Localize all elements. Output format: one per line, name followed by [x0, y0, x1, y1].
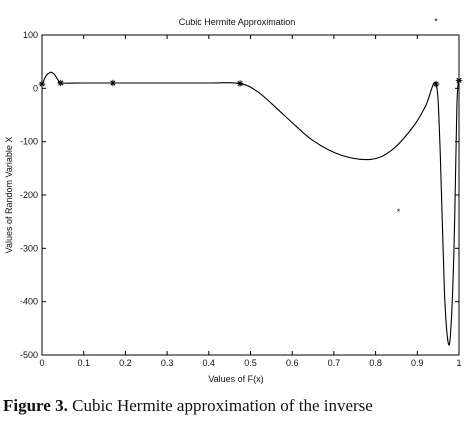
marker-stroke: [39, 81, 45, 87]
axis-ticks: [41, 34, 460, 356]
y-tick-label: -200: [20, 190, 38, 200]
caption-text: Cubic Hermite approximation of the inver…: [67, 396, 373, 415]
x-tick-label: 0.5: [244, 358, 257, 368]
annotation-mark: *: [434, 17, 438, 27]
data-marker: [236, 80, 244, 87]
y-tick-label: 0: [33, 83, 38, 93]
marker-stroke: [433, 81, 439, 87]
data-line: [41, 71, 460, 346]
marker-stroke: [110, 80, 116, 86]
marker-stroke: [456, 77, 462, 83]
chart-title: Cubic Hermite Approximation: [179, 17, 296, 27]
x-tick-label: 0: [39, 358, 44, 368]
figure-caption: Figure 3. Cubic Hermite approximation of…: [3, 396, 473, 416]
caption-label: Figure 3.: [3, 396, 68, 415]
y-tick-label: -400: [20, 297, 38, 307]
y-tick-label: 100: [23, 30, 38, 40]
x-axis-label: Values of F(x): [208, 374, 263, 384]
x-tick-label: 0.1: [77, 358, 90, 368]
y-tick-label: -500: [20, 350, 38, 360]
x-tick-label: 0.2: [119, 358, 132, 368]
data-marker: [109, 79, 117, 87]
data-markers: [38, 77, 463, 88]
x-tick-label: 0.6: [286, 358, 299, 368]
x-tick-label: 0.9: [411, 358, 424, 368]
y-axis-label: Values of Random Variable X: [4, 137, 14, 254]
marker-stroke: [237, 80, 243, 87]
data-marker: [432, 80, 440, 88]
y-tick-label: -300: [20, 243, 38, 253]
data-marker: [455, 77, 463, 84]
y-tick-labels: 100 0 -100 -200 -300 -400 -500: [20, 30, 38, 360]
data-marker: [38, 80, 46, 88]
x-tick-label: 0.7: [328, 358, 341, 368]
annotations: **: [397, 17, 439, 217]
chart: Cubic Hermite Approximation 0 0.1 0.2 0.3 0.…: [4, 17, 463, 384]
x-tick-label: 0.8: [369, 358, 382, 368]
annotation-mark: *: [397, 207, 401, 217]
marker-stroke: [58, 80, 64, 86]
x-tick-labels: 0 0.1 0.2 0.3 0.4 0.5 0.6 0.7 0.8 0.9 1: [39, 358, 461, 368]
x-tick-label: 0.4: [203, 358, 216, 368]
data-marker: [57, 79, 64, 87]
y-tick-label: -100: [20, 137, 38, 147]
x-tick-label: 1: [456, 358, 461, 368]
x-tick-label: 0.3: [161, 358, 174, 368]
